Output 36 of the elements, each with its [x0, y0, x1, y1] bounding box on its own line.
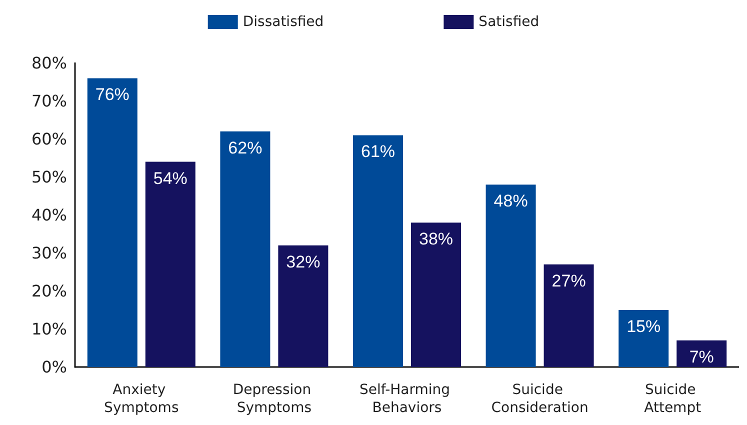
data-label: 15% [626, 317, 661, 336]
y-tick-label: 30% [31, 244, 67, 262]
x-tick-label: Suicide Attempt [644, 382, 702, 416]
legend-label: Dissatisfied [242, 14, 324, 30]
y-tick-label: 70% [31, 92, 67, 110]
x-tick-label: Suicide Consideration [491, 382, 588, 416]
y-tick-label: 40% [31, 206, 67, 224]
y-tick-label: 50% [31, 168, 67, 186]
data-label: 61% [360, 142, 396, 162]
data-label: 62% [228, 138, 262, 158]
legend-label: Satisfied [478, 14, 540, 30]
data-label: 38% [418, 230, 454, 249]
x-tick-label: Depression Symptoms [232, 382, 316, 416]
bar [353, 135, 403, 367]
y-tick-label: 60% [31, 130, 67, 148]
data-label: 48% [494, 192, 528, 211]
y-tick-label: 80% [31, 54, 67, 72]
bar [87, 78, 138, 367]
bar [411, 222, 461, 367]
x-tick-label: Self-Harming Behaviors [360, 382, 454, 416]
bar [676, 340, 727, 367]
data-label: 27% [552, 271, 586, 290]
bar [220, 131, 270, 367]
bar [278, 245, 328, 367]
bar [618, 310, 669, 367]
bar [486, 184, 536, 367]
bar [145, 162, 196, 367]
data-label: 54% [153, 168, 188, 188]
data-label: 32% [286, 252, 320, 272]
x-tick-label: Anxiety Symptoms [104, 382, 179, 416]
y-tick-label: 0% [42, 358, 67, 376]
bar [544, 264, 594, 367]
data-label: 76% [95, 85, 130, 104]
y-tick-label: 10% [31, 320, 67, 338]
y-tick-label: 20% [31, 282, 67, 300]
data-label: 7% [689, 347, 714, 366]
